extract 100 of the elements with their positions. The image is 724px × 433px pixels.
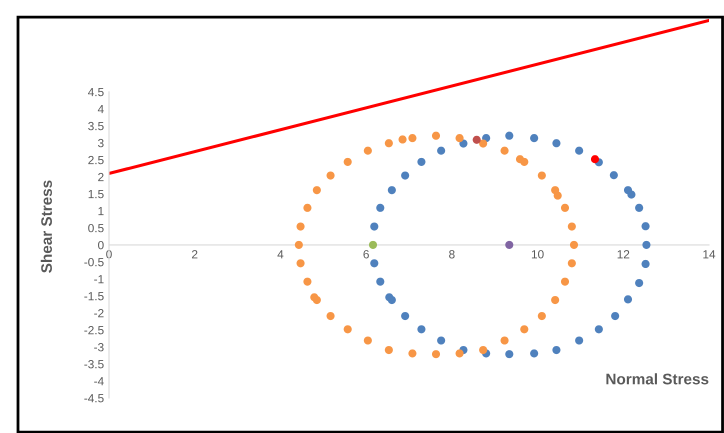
point bbox=[611, 312, 620, 320]
point bbox=[551, 296, 560, 304]
point bbox=[344, 158, 352, 166]
point bbox=[364, 146, 372, 155]
point bbox=[456, 134, 464, 142]
point bbox=[344, 325, 352, 334]
point bbox=[326, 171, 335, 180]
y-tick-label: 1 bbox=[98, 207, 104, 216]
y-tick-label: 4.5 bbox=[88, 88, 104, 96]
point bbox=[417, 158, 426, 166]
point bbox=[398, 135, 407, 144]
point bbox=[554, 192, 562, 200]
y-tick-label: 1.5 bbox=[88, 190, 104, 198]
y-tick-label: 3.5 bbox=[88, 122, 104, 130]
point bbox=[437, 336, 446, 345]
y-tick-label: -3 bbox=[94, 343, 104, 352]
point bbox=[294, 240, 303, 249]
point bbox=[472, 136, 481, 144]
point bbox=[505, 132, 514, 140]
point bbox=[570, 240, 578, 249]
point bbox=[594, 325, 603, 334]
y-tick-label: 4 bbox=[98, 105, 104, 114]
point bbox=[364, 336, 372, 345]
point bbox=[530, 134, 538, 142]
point bbox=[575, 336, 584, 345]
point bbox=[642, 240, 650, 249]
point bbox=[459, 139, 468, 148]
point bbox=[635, 278, 644, 288]
point bbox=[575, 146, 584, 155]
point bbox=[590, 155, 600, 164]
point bbox=[384, 139, 393, 148]
point bbox=[552, 139, 560, 148]
point bbox=[538, 312, 546, 320]
point bbox=[538, 171, 546, 180]
y-tick-label: 2 bbox=[98, 172, 104, 182]
point bbox=[370, 259, 378, 268]
point bbox=[437, 146, 446, 155]
y-tick-label: -4.5 bbox=[84, 394, 104, 402]
y-tick-label: -2 bbox=[94, 308, 104, 318]
point bbox=[326, 312, 335, 320]
point bbox=[627, 190, 636, 199]
point bbox=[456, 349, 464, 358]
x-axis-title: Normal Stress bbox=[606, 373, 708, 384]
y-tick-label: -1.5 bbox=[84, 292, 104, 300]
y-tick-label: -1 bbox=[94, 275, 104, 284]
y-tick-label: -0.5 bbox=[84, 258, 104, 266]
point bbox=[568, 259, 576, 268]
point bbox=[568, 222, 576, 231]
point bbox=[560, 278, 570, 286]
x-tick-label: 10 bbox=[532, 250, 544, 258]
x-tick-label: 4 bbox=[277, 250, 284, 258]
point bbox=[530, 349, 538, 358]
y-tick-label: 0 bbox=[98, 240, 104, 250]
point bbox=[408, 134, 416, 142]
x-tick-label: 14 bbox=[703, 250, 716, 258]
point bbox=[388, 186, 396, 194]
point bbox=[642, 222, 650, 230]
x-tick-label: 6 bbox=[363, 250, 369, 258]
point bbox=[376, 278, 384, 286]
y-tick-label: 2.5 bbox=[88, 156, 104, 164]
point bbox=[296, 259, 305, 268]
point bbox=[432, 350, 440, 358]
point bbox=[303, 204, 312, 212]
point bbox=[401, 171, 410, 180]
point bbox=[303, 278, 312, 286]
y-tick-label: 0.5 bbox=[88, 224, 104, 232]
point bbox=[520, 158, 528, 166]
y-tick-label: 3 bbox=[98, 138, 104, 148]
point bbox=[370, 222, 378, 231]
point bbox=[408, 349, 416, 358]
point bbox=[376, 204, 384, 212]
point bbox=[384, 346, 393, 354]
point bbox=[560, 204, 570, 212]
point bbox=[432, 132, 440, 140]
point bbox=[552, 346, 560, 354]
x-tick-label: 12 bbox=[618, 250, 630, 258]
point bbox=[296, 222, 305, 231]
point bbox=[312, 186, 321, 194]
x-tick-label: 2 bbox=[192, 250, 198, 258]
y-axis-title: Shear Stress bbox=[40, 180, 52, 273]
point bbox=[312, 296, 321, 304]
y-tick-label: -3.5 bbox=[84, 360, 104, 368]
point bbox=[417, 325, 426, 334]
point bbox=[505, 240, 514, 249]
y-tick-label: -2.5 bbox=[84, 326, 104, 334]
y-tick-label: -4 bbox=[94, 377, 104, 386]
point bbox=[520, 325, 528, 334]
point bbox=[401, 312, 410, 320]
point bbox=[642, 260, 650, 268]
point bbox=[505, 350, 514, 358]
point bbox=[635, 204, 644, 212]
point bbox=[624, 295, 632, 304]
point bbox=[388, 296, 396, 304]
point bbox=[500, 146, 509, 155]
point bbox=[479, 139, 488, 148]
point bbox=[368, 240, 378, 249]
point bbox=[610, 171, 618, 180]
point bbox=[479, 346, 488, 354]
x-tick-label: 8 bbox=[449, 250, 455, 258]
point bbox=[500, 336, 509, 345]
